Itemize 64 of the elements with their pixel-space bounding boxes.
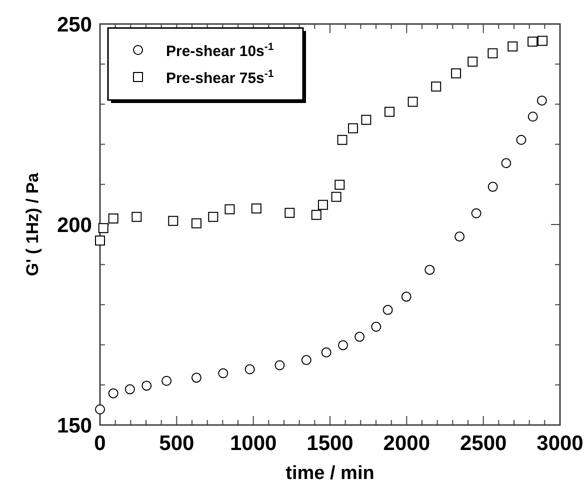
y-tick-label: 150 [56,414,92,438]
x-tick-label: 3000 [536,432,584,455]
x-tick-label: 2000 [383,432,430,455]
point [98,223,108,234]
point [208,212,218,222]
x-tick-label: 1000 [230,432,277,455]
point [311,210,322,220]
point [224,204,235,214]
point [471,208,482,218]
y-axis-title: G' ( 1Hz) / Pa [23,172,42,276]
point [318,200,328,210]
point [361,114,372,125]
point [274,360,285,370]
point [284,208,295,218]
point [528,36,538,47]
point [382,304,393,315]
point [408,96,418,107]
point [191,372,202,383]
point [168,216,178,226]
point [331,192,342,202]
point [468,56,478,67]
point [132,212,142,222]
point [401,292,412,302]
point [488,182,498,192]
point [301,355,312,366]
point [337,134,348,145]
point [431,82,442,92]
point [538,36,548,46]
y-tick-label: 250 [56,13,92,36]
point [244,364,255,374]
point [528,112,538,122]
point [454,232,465,242]
point [338,340,348,350]
point [95,404,105,414]
legend-label: Pre-shear 75s$^{-1}$ [166,68,274,87]
x-tick-label: 2500 [460,432,507,455]
point [348,123,358,134]
point [424,264,435,275]
point [334,180,345,190]
point [191,218,202,228]
point [108,213,118,224]
x-tick-label: 500 [159,432,194,455]
point [488,48,498,58]
point [501,158,512,168]
point [371,322,382,332]
point [124,384,135,394]
x-tick-label: 0 [94,432,106,455]
y-tick-label: 200 [56,214,92,237]
point [451,68,462,78]
x-axis-title: time / min [286,463,374,484]
point [162,376,172,386]
point [384,106,394,117]
legend-label: Pre-shear 10s$^{-1}$ [166,41,274,60]
point [321,347,332,358]
point [108,388,118,398]
point [354,332,365,342]
point [142,380,152,391]
point [95,236,105,246]
point [218,368,228,378]
point [251,203,262,214]
point [516,134,526,145]
point [508,41,518,52]
point [536,96,547,106]
x-tick-label: 1500 [306,432,354,455]
